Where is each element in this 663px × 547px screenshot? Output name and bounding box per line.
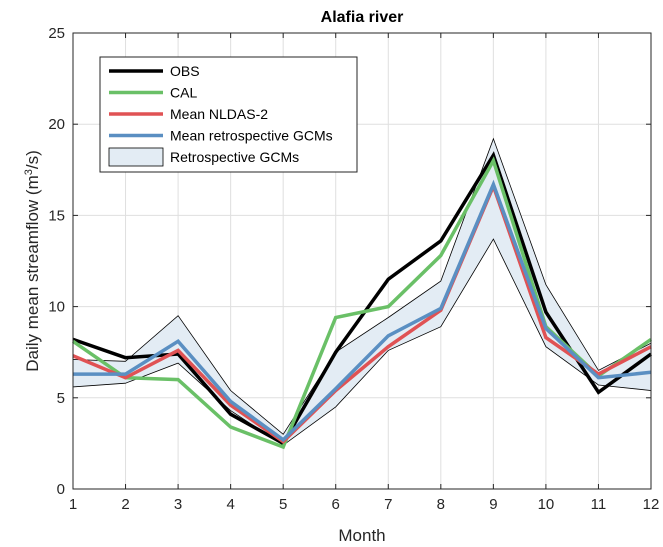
legend-label: Retrospective GCMs [170,149,299,165]
y-tick-label: 0 [57,481,65,498]
band-area [72,137,652,446]
y-axis-title: Daily mean streamflow (m3/s) [23,150,42,372]
x-tick-label: 9 [489,496,497,513]
x-tick-label: 2 [121,496,129,513]
legend-label: Mean retrospective GCMs [170,128,333,144]
x-tick-label: 3 [174,496,182,513]
series-line-mean-retrospective-gcms [73,179,652,443]
legend-label: OBS [170,63,200,79]
series-line-mean-nldas-2 [72,181,652,444]
x-tick-label: 10 [538,496,555,513]
x-axis-title: Month [338,526,385,545]
x-tick-label: 5 [279,496,287,513]
x-tick-label: 7 [384,496,392,513]
y-axis-title-main: Daily mean streamflow (m [23,175,42,372]
x-tick-label: 1 [69,496,77,513]
x-tick-label: 11 [591,496,607,513]
legend-label: Mean NLDAS-2 [170,106,268,122]
x-tick-label: 4 [226,496,234,513]
y-axis-title-superscript: 3 [23,169,35,175]
band-layer [72,137,652,446]
series-line-obs [72,151,653,446]
y-tick-label: 20 [48,116,65,133]
y-axis-title-end: /s) [23,150,42,169]
series-line-cal [72,156,652,450]
x-tick-label: 12 [643,496,660,513]
legend-swatch-band [108,147,164,167]
legend-label: CAL [170,85,197,101]
y-tick-label: 15 [48,207,65,224]
x-tick-label: 8 [437,496,445,513]
chart-title: Alafia river [321,9,404,26]
y-tick-label: 25 [48,25,65,42]
legend: OBS CAL Mean NLDAS-2 Mean retrospective GCM… [99,56,358,173]
y-tick-label: 5 [57,390,65,407]
plot-frame [72,32,652,490]
y-tick-label: 10 [48,299,65,316]
x-tick-label: 6 [332,496,340,513]
series-layer [72,151,653,450]
